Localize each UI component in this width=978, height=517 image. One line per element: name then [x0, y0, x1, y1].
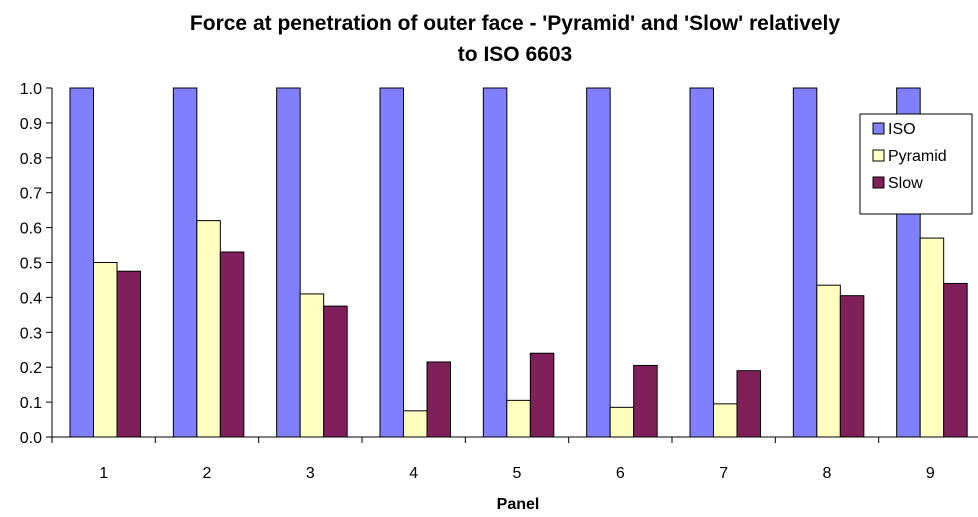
bar-iso-panel-1: [69, 87, 94, 438]
y-tick-label: 0.7: [20, 186, 42, 203]
bar-iso-panel-7: [689, 87, 714, 438]
y-tick-label: 0.8: [20, 151, 42, 168]
legend-swatch-pyramid: [872, 149, 885, 162]
y-tick-label: 0.4: [20, 290, 42, 307]
x-tick-label: 8: [823, 465, 832, 482]
bar-iso-panel-4: [379, 87, 404, 438]
y-tick-label: 0.6: [20, 221, 42, 238]
y-tick-label: 1.0: [20, 81, 42, 98]
y-tick-label: 0.0: [20, 430, 42, 447]
bar-pyramid-panel-8: [816, 284, 841, 438]
bar-slow-panel-3: [323, 305, 348, 438]
bar-iso-panel-3: [276, 87, 301, 438]
bar-pyramid-panel-6: [609, 406, 635, 438]
bar-pyramid-panel-4: [403, 410, 428, 438]
y-tick-label: 0.1: [20, 395, 42, 412]
bar-slow-panel-5: [529, 352, 555, 438]
bar-slow-panel-6: [633, 364, 658, 438]
x-tick-label: 1: [99, 465, 108, 482]
bar-pyramid-panel-9: [919, 237, 945, 438]
legend-label-iso: ISO: [888, 121, 916, 138]
x-tick-label: 3: [306, 465, 315, 482]
bar-slow-panel-7: [736, 370, 761, 438]
bar-pyramid-panel-1: [93, 262, 118, 438]
bar-slow-panel-8: [839, 295, 865, 438]
legend-swatch-iso: [872, 122, 885, 135]
y-tick-label: 0.3: [20, 325, 42, 342]
plot-area: 0.0 0.1 0.2 0.3 0.4 0.5 0.6 0.7 0.8 0.9 1.0 1 2 3 4 5 6 7…: [20, 81, 978, 482]
legend-label-pyramid: Pyramid: [888, 148, 947, 165]
y-tick-label: 0.9: [20, 116, 42, 133]
bar-iso-panel-2: [172, 87, 198, 438]
legend-label-slow: Slow: [888, 175, 923, 192]
x-tick-label: 7: [719, 465, 728, 482]
bar-slow-panel-9: [943, 282, 968, 438]
x-tick-label: 5: [513, 465, 522, 482]
bar-iso-panel-6: [586, 87, 611, 438]
bar-pyramid-panel-5: [506, 399, 531, 438]
y-tick-label: 0.2: [20, 360, 42, 377]
x-axis-title: Panel: [497, 496, 540, 513]
x-tick-label: 2: [203, 465, 212, 482]
x-tick-label: 4: [409, 465, 418, 482]
legend: ISO Pyramid Slow: [859, 113, 973, 215]
bar-pyramid-panel-2: [196, 220, 221, 438]
bar-pyramid-panel-3: [299, 293, 325, 438]
legend-swatch-slow: [872, 176, 885, 189]
bar-pyramid-panel-7: [713, 403, 738, 438]
chart-title-line-2: to ISO 6603: [458, 43, 572, 66]
x-tick-label: 9: [926, 465, 935, 482]
chart-title-line-1: Force at penetration of outer face - 'Py…: [190, 12, 840, 35]
x-tick-label: 6: [616, 465, 625, 482]
bar-slow-panel-4: [426, 361, 451, 438]
bar-slow-panel-1: [116, 270, 141, 438]
bar-slow-panel-2: [219, 251, 245, 438]
bar-iso-panel-8: [792, 87, 818, 438]
y-tick-label: 0.5: [20, 256, 42, 273]
bar-iso-panel-5: [482, 87, 508, 438]
